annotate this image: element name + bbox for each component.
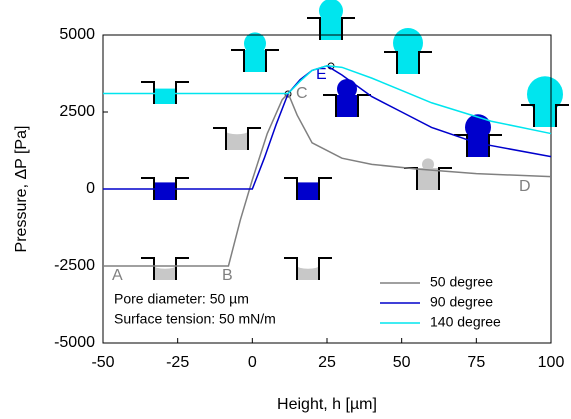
y-tick-label: -2500 bbox=[54, 257, 95, 274]
x-tick-label: -25 bbox=[166, 354, 189, 371]
annotation: B bbox=[222, 267, 233, 284]
series-line bbox=[103, 65, 552, 135]
pore-wall bbox=[141, 257, 189, 280]
annotation: Surface tension: 50 mN/m bbox=[114, 311, 276, 327]
pore-wall bbox=[141, 81, 189, 104]
pore-liquid bbox=[154, 182, 176, 200]
annotation: A bbox=[112, 267, 123, 284]
pore-liquid bbox=[417, 168, 439, 190]
pore-meniscus bbox=[337, 79, 357, 99]
pore-meniscus bbox=[465, 114, 491, 141]
pore-liquid bbox=[297, 265, 319, 280]
pore-liquid bbox=[336, 95, 358, 117]
x-axis-label: Height, h [µm] bbox=[277, 396, 377, 413]
pore-liquid bbox=[397, 52, 419, 74]
y-tick-label: 5000 bbox=[59, 26, 95, 43]
pore-wall bbox=[307, 17, 355, 40]
x-tick-label: 75 bbox=[467, 354, 485, 371]
annotation: D bbox=[519, 178, 531, 195]
pore-liquid bbox=[467, 135, 489, 157]
annotation: Pore diameter: 50 µm bbox=[114, 291, 249, 307]
pore-wall bbox=[284, 177, 332, 200]
legend: 50 degree 90 degree 140 degree bbox=[380, 274, 501, 330]
pore-meniscus bbox=[226, 128, 248, 135]
y-tick-label: 2500 bbox=[59, 103, 95, 120]
pore-meniscus bbox=[244, 32, 266, 55]
legend-label: 140 degree bbox=[430, 314, 501, 330]
y-tick-label: -5000 bbox=[54, 334, 95, 351]
pore-icons bbox=[141, 0, 569, 280]
pore-meniscus bbox=[527, 76, 563, 113]
pore-liquid bbox=[297, 182, 319, 200]
pore-wall bbox=[323, 94, 371, 117]
series-line bbox=[103, 92, 552, 267]
annotation: C bbox=[296, 85, 308, 102]
pore-wall bbox=[521, 104, 569, 127]
x-tick-label: -50 bbox=[91, 354, 114, 371]
pore-meniscus bbox=[422, 158, 434, 171]
x-tick-label: 100 bbox=[538, 354, 565, 371]
pore-wall bbox=[284, 257, 332, 280]
legend-label: 90 degree bbox=[430, 294, 493, 310]
pore-wall bbox=[213, 127, 261, 150]
pore-liquid bbox=[154, 88, 176, 104]
pore-liquid bbox=[244, 50, 266, 72]
pore-liquid bbox=[226, 131, 248, 150]
legend-label: 50 degree bbox=[430, 274, 493, 290]
pore-meniscus bbox=[319, 0, 343, 23]
pore-wall bbox=[231, 49, 279, 72]
y-tick-label: 0 bbox=[86, 180, 95, 197]
x-tick-label: 25 bbox=[318, 354, 336, 371]
pore-liquid bbox=[154, 265, 176, 280]
y-axis-label: Pressure, ΔP [Pa] bbox=[13, 126, 30, 253]
pore-wall bbox=[141, 177, 189, 200]
pore-meniscus bbox=[297, 262, 319, 269]
pore-wall bbox=[384, 51, 432, 74]
x-tick-label: 50 bbox=[393, 354, 411, 371]
x-tick-label: 0 bbox=[248, 354, 257, 371]
pore-wall bbox=[454, 134, 502, 157]
annotation: E bbox=[316, 66, 327, 83]
